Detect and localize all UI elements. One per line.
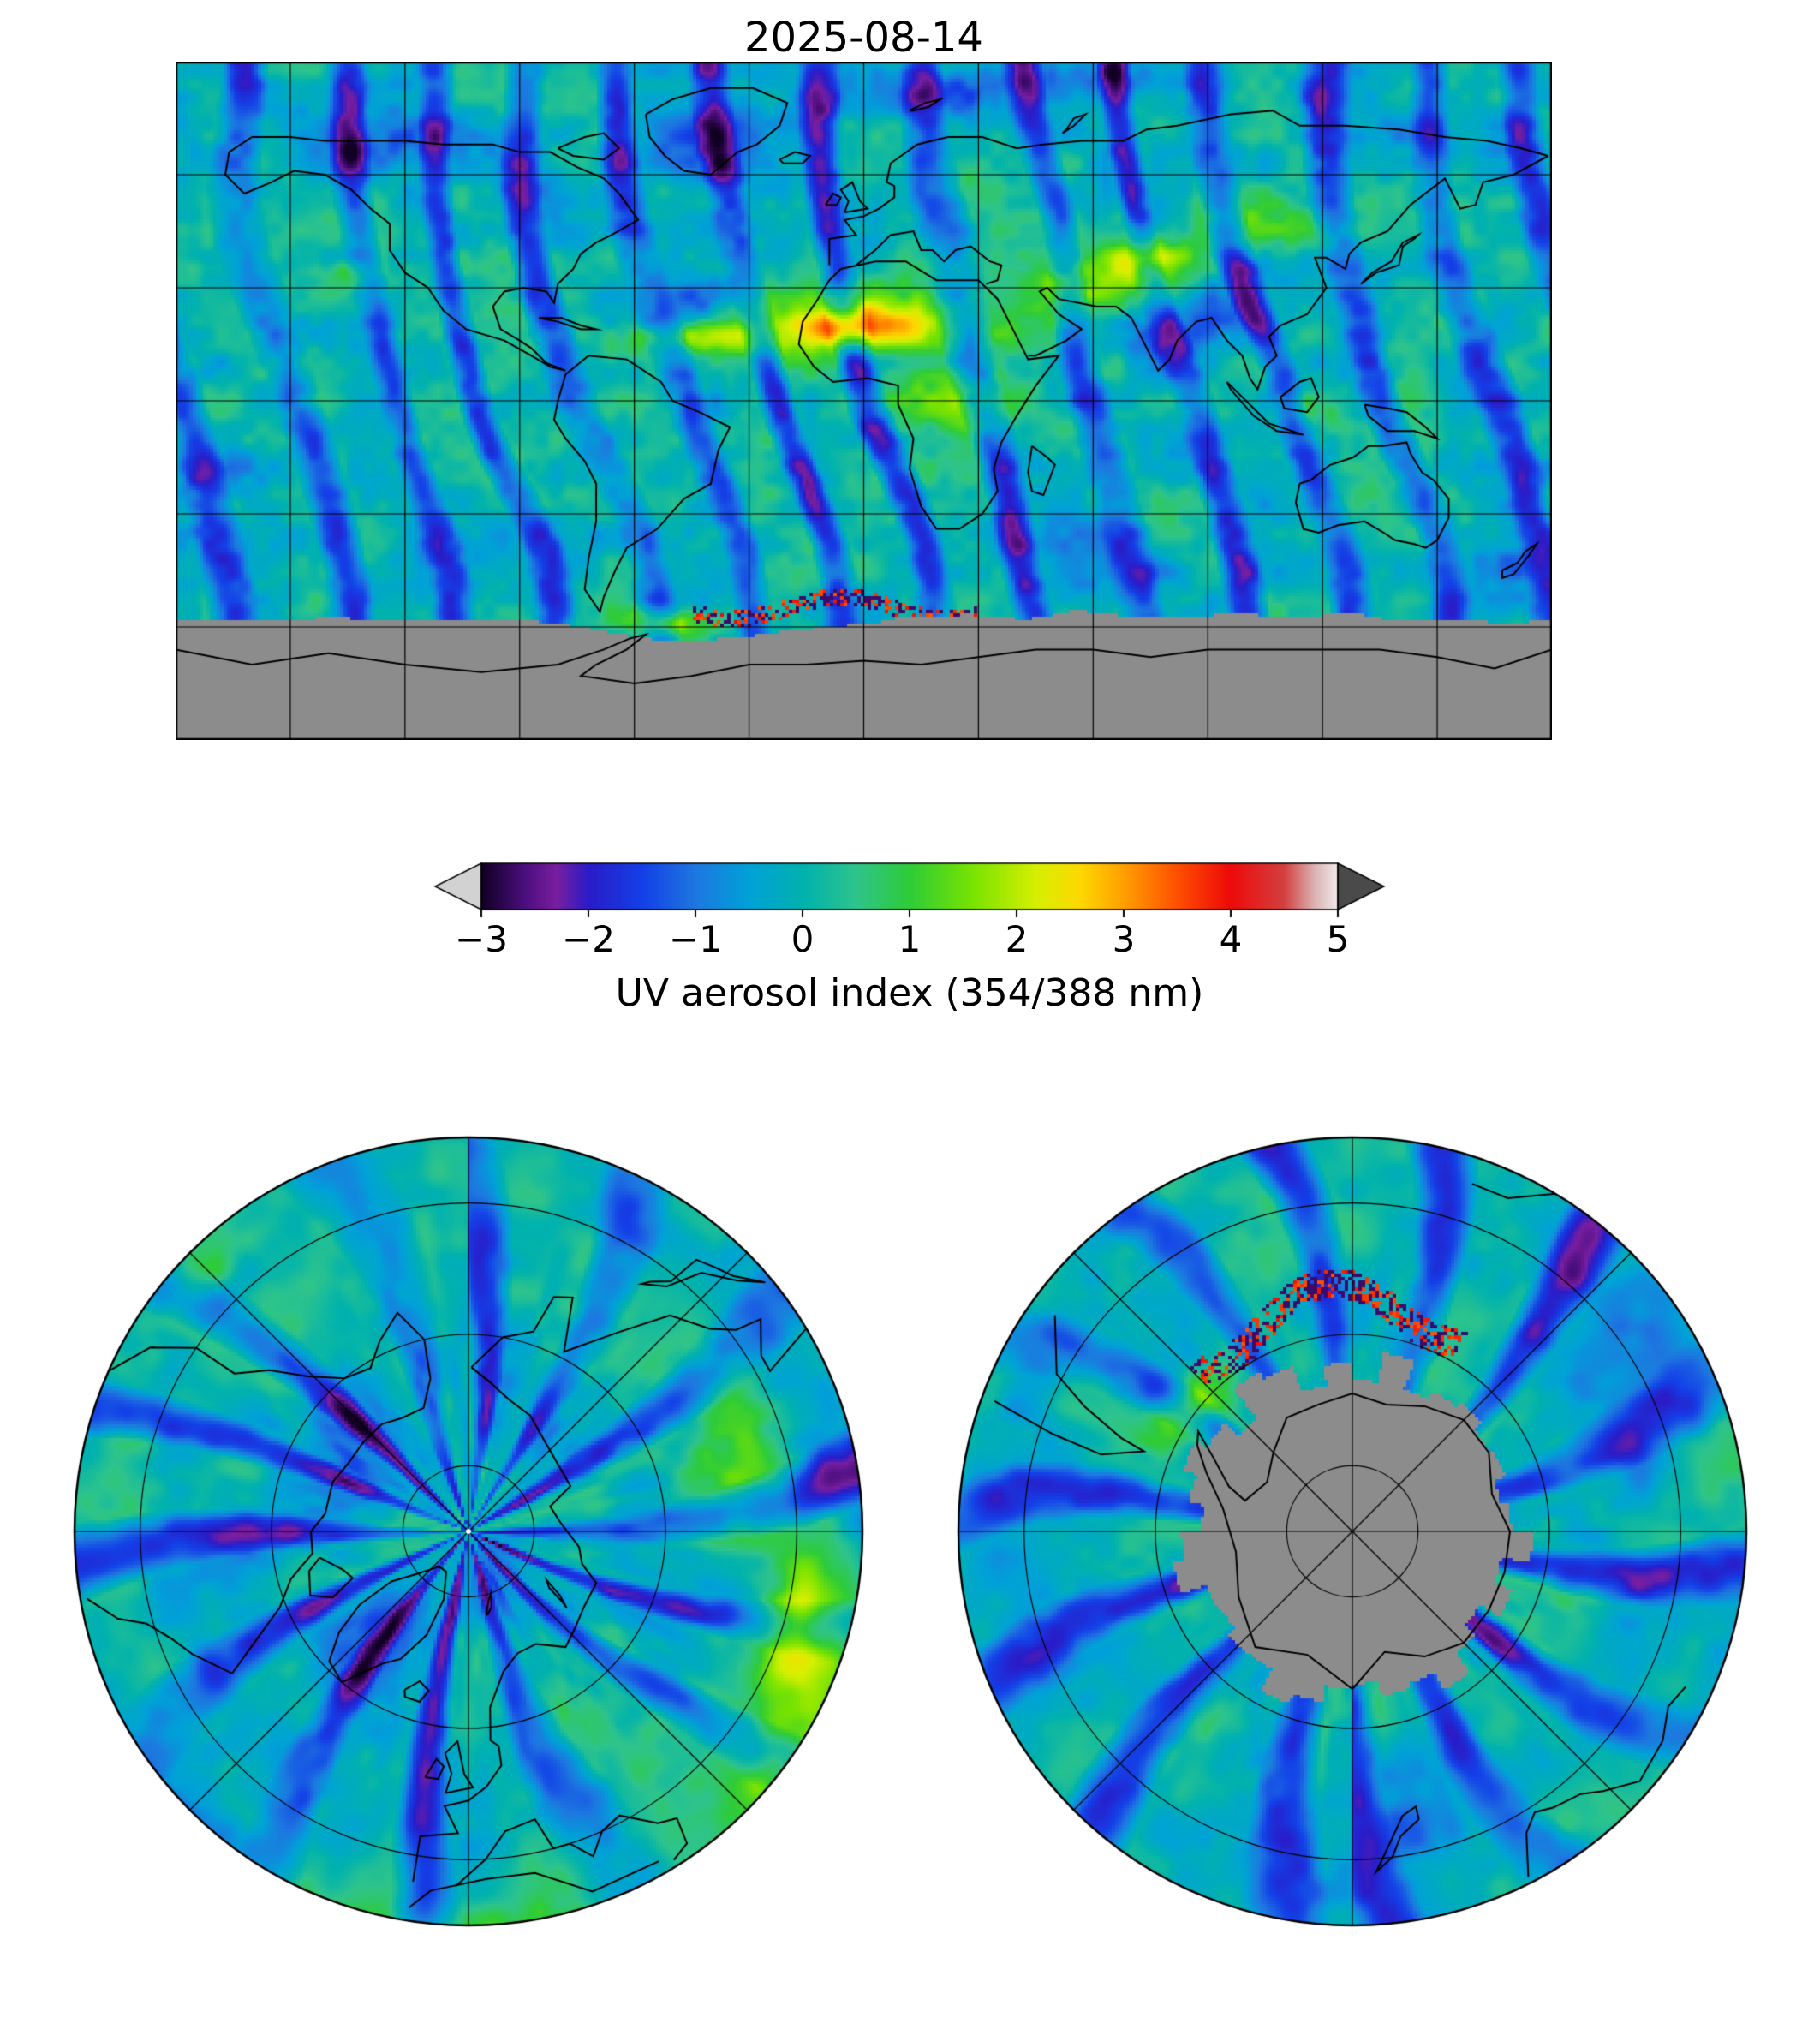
colorbar-ticks: −3 −2 −1 0 1 2 3 4 5 — [433, 922, 1387, 966]
colorbar-tick-label: −3 — [455, 918, 508, 960]
colorbar-label: UV aerosol index (354/388 nm) — [615, 971, 1204, 1015]
global-map-canvas — [176, 62, 1552, 740]
colorbar: −3 −2 −1 0 1 2 3 4 5 UV aerosol index (354/388 n… — [433, 862, 1387, 1033]
colorbar-tick-label: −2 — [562, 918, 615, 960]
colorbar-tick-label: 2 — [1005, 918, 1029, 960]
colorbar-tick-label: 5 — [1326, 918, 1350, 960]
north-polar-canvas — [70, 1133, 867, 1930]
south-polar-canvas — [954, 1133, 1751, 1930]
colorbar-tick-label: 3 — [1112, 918, 1136, 960]
colorbar-tick-label: 1 — [898, 918, 922, 960]
colorbar-tick-label: 0 — [791, 918, 815, 960]
figure-title: 2025-08-14 — [744, 14, 983, 62]
colorbar-tick-label: −1 — [669, 918, 722, 960]
colorbar-tick-label: 4 — [1219, 918, 1243, 960]
colorbar-gradient-canvas — [433, 862, 1387, 922]
